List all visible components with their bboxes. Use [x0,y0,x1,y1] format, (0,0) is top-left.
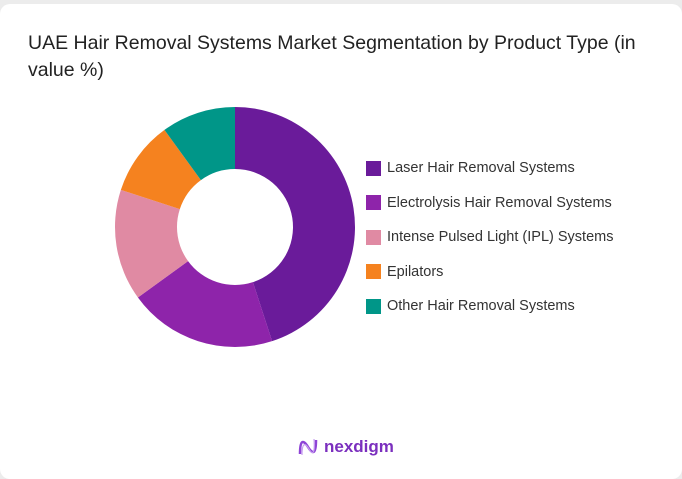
legend-swatch [366,160,381,176]
legend-swatch [366,229,381,245]
legend-item: Laser Hair Removal Systems [366,151,613,186]
nexdigm-logo-icon [298,438,318,456]
brand-logo: nexdigm [297,436,394,458]
legend-label: Electrolysis Hair Removal Systems [387,194,612,211]
donut-chart [114,107,355,347]
legend-item: Electrolysis Hair Removal Systems [366,186,613,221]
donut-slice-5 [164,107,235,181]
legend-swatch [366,195,381,211]
legend-label: Epilators [387,263,444,280]
legend: Laser Hair Removal Systems Electrolysis H… [366,151,613,324]
donut-slice-3 [114,189,189,298]
donut-slice-4 [120,129,201,210]
brand-name: nexdigm [324,437,394,456]
legend-swatch [366,298,381,314]
legend-item: Epilators [366,255,613,290]
legend-label: Laser Hair Removal Systems [387,160,575,177]
donut-slice-1 [235,107,355,342]
chart-card: UAE Hair Removal Systems Market Segmenta… [0,4,682,479]
chart-title: UAE Hair Removal Systems Market Segmenta… [28,32,636,81]
legend-item: Intense Pulsed Light (IPL) Systems [366,220,613,255]
donut-slice-2 [137,261,273,347]
legend-label: Intense Pulsed Light (IPL) Systems [387,229,614,246]
legend-swatch [366,264,381,280]
legend-item: Other Hair Removal Systems [366,289,613,324]
legend-label: Other Hair Removal Systems [387,298,575,315]
